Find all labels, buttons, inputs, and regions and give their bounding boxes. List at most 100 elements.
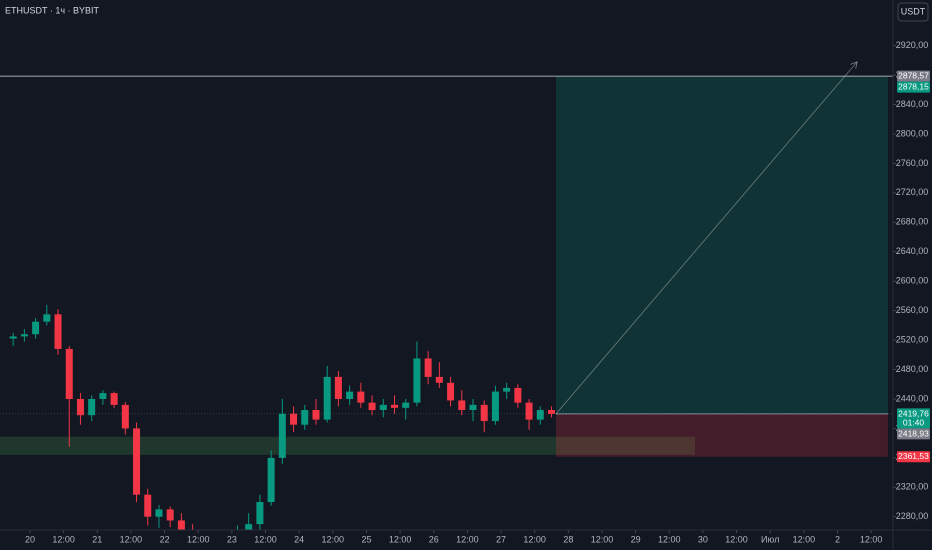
candle-body bbox=[357, 391, 365, 403]
candle-body bbox=[245, 524, 253, 530]
candle-body bbox=[525, 402, 533, 420]
candle-body bbox=[458, 400, 466, 411]
y-tick-label: 2800,00 bbox=[896, 128, 929, 138]
candle-body bbox=[402, 402, 410, 408]
candle-body bbox=[334, 376, 342, 399]
price-label: 2419,76 bbox=[898, 408, 929, 418]
y-tick-label: 2760,00 bbox=[896, 158, 929, 168]
y-tick-label: 2720,00 bbox=[896, 187, 929, 197]
countdown: 01:40 bbox=[903, 418, 925, 428]
candle-body bbox=[267, 457, 275, 503]
currency-label[interactable]: USDT bbox=[901, 6, 926, 16]
y-tick-label: 2560,00 bbox=[896, 305, 929, 315]
x-tick-label: 12:00 bbox=[860, 534, 883, 544]
plot-background bbox=[0, 61, 893, 457]
candle-body bbox=[65, 348, 73, 399]
candle-body bbox=[491, 391, 499, 422]
projection-arrow bbox=[555, 61, 858, 415]
x-tick-label: 12:00 bbox=[523, 534, 546, 544]
price-label-box bbox=[897, 451, 930, 463]
x-tick-label: 12:00 bbox=[456, 534, 479, 544]
y-tick-label: 2480,00 bbox=[896, 364, 929, 374]
x-tick-label: 24 bbox=[294, 534, 304, 544]
price-label: 2418,93 bbox=[898, 428, 929, 438]
x-tick-label: 26 bbox=[429, 534, 439, 544]
candle-body bbox=[503, 387, 511, 392]
x-tick-label: 12:00 bbox=[254, 534, 277, 544]
candles bbox=[9, 304, 556, 530]
x-tick-label: 12:00 bbox=[793, 534, 816, 544]
price-label-box bbox=[897, 428, 930, 440]
candle-body bbox=[32, 321, 40, 335]
candle-body bbox=[9, 336, 17, 339]
candle-body bbox=[312, 410, 320, 420]
arrow-head bbox=[850, 61, 858, 69]
x-tick-label: 12:00 bbox=[725, 534, 748, 544]
candle-body bbox=[110, 393, 118, 405]
candle-body bbox=[480, 404, 488, 422]
candle-body bbox=[435, 376, 443, 383]
x-tick-label: 20 bbox=[25, 534, 35, 544]
candle-body bbox=[290, 413, 298, 425]
x-tick-label: 25 bbox=[361, 534, 371, 544]
candle-body bbox=[121, 404, 129, 429]
x-tick-label: 22 bbox=[160, 534, 170, 544]
candle-body bbox=[469, 404, 477, 411]
x-tick-label: 12:00 bbox=[389, 534, 412, 544]
chart-title: ETHUSDT · 1ч · BYBIT bbox=[5, 5, 100, 15]
price-label-box bbox=[897, 81, 930, 93]
price-label-box bbox=[897, 408, 930, 429]
candle-body bbox=[548, 410, 556, 414]
candle-body bbox=[424, 358, 432, 377]
x-tick-label: 30 bbox=[698, 534, 708, 544]
candle-body bbox=[536, 410, 544, 420]
candle-body bbox=[177, 520, 185, 530]
candle-body bbox=[43, 314, 51, 322]
y-tick-label: 2920,00 bbox=[896, 40, 929, 50]
price-label: 2878,57 bbox=[898, 71, 929, 81]
y-tick-label: 2680,00 bbox=[896, 217, 929, 227]
x-tick-label: Июл bbox=[761, 534, 779, 544]
candle-body bbox=[20, 334, 28, 337]
candle-body bbox=[447, 382, 455, 401]
y-tick-label: 2840,00 bbox=[896, 99, 929, 109]
candle-body bbox=[514, 387, 522, 403]
candle-body bbox=[54, 314, 62, 349]
currency-button[interactable] bbox=[897, 2, 929, 22]
x-tick-label: 12:00 bbox=[187, 534, 210, 544]
candle-body bbox=[99, 393, 107, 399]
y-tick-label: 2320,00 bbox=[896, 482, 929, 492]
candle-body bbox=[346, 391, 354, 399]
candle-body bbox=[256, 502, 264, 525]
candle-body bbox=[166, 509, 174, 521]
x-tick-label: 29 bbox=[631, 534, 641, 544]
price-label: 2878,15 bbox=[898, 82, 929, 92]
y-tick-label: 2600,00 bbox=[896, 276, 929, 286]
y-tick-label: 2520,00 bbox=[896, 334, 929, 344]
price-label: 2361,53 bbox=[898, 451, 929, 461]
candle-body bbox=[133, 428, 141, 495]
x-tick-label: 12:00 bbox=[591, 534, 614, 544]
price-label-box bbox=[897, 70, 930, 82]
candle-body bbox=[323, 376, 331, 420]
x-tick-label: 12:00 bbox=[52, 534, 75, 544]
candle-body bbox=[76, 398, 84, 416]
x-tick-label: 21 bbox=[92, 534, 102, 544]
x-tick-label: 12:00 bbox=[120, 534, 143, 544]
x-tick-label: 12:00 bbox=[322, 534, 345, 544]
y-tick-label: 2440,00 bbox=[896, 393, 929, 403]
stop-area bbox=[555, 413, 888, 457]
y-tick-label: 2640,00 bbox=[896, 246, 929, 256]
candle-body bbox=[301, 410, 309, 425]
y-tick-label: 2280,00 bbox=[896, 511, 929, 521]
candle-body bbox=[379, 404, 387, 411]
candle-body bbox=[88, 398, 96, 416]
target-area bbox=[555, 76, 888, 414]
support-zone bbox=[0, 436, 696, 455]
candle-body bbox=[390, 404, 398, 408]
x-tick-label: 2 bbox=[835, 534, 840, 544]
x-tick-label: 12:00 bbox=[658, 534, 681, 544]
